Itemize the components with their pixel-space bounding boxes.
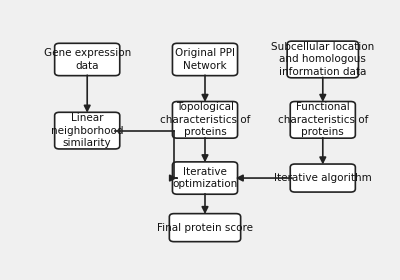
FancyBboxPatch shape bbox=[169, 214, 241, 242]
FancyBboxPatch shape bbox=[290, 102, 355, 138]
Text: Subcellular location
and homologous
information data: Subcellular location and homologous info… bbox=[271, 42, 374, 77]
Text: Iterative algorithm: Iterative algorithm bbox=[274, 173, 372, 183]
Text: Functional
characteristics of
proteins: Functional characteristics of proteins bbox=[278, 102, 368, 137]
FancyBboxPatch shape bbox=[287, 41, 358, 78]
FancyBboxPatch shape bbox=[55, 43, 120, 76]
FancyBboxPatch shape bbox=[172, 102, 238, 138]
Text: Iterative
optimization: Iterative optimization bbox=[172, 167, 238, 189]
FancyBboxPatch shape bbox=[172, 43, 238, 76]
Text: Gene expression
data: Gene expression data bbox=[44, 48, 131, 71]
Text: Linear
neighborhood
similarity: Linear neighborhood similarity bbox=[51, 113, 124, 148]
FancyBboxPatch shape bbox=[290, 164, 355, 192]
Text: Original PPI
Network: Original PPI Network bbox=[175, 48, 235, 71]
Text: Final protein score: Final protein score bbox=[157, 223, 253, 233]
FancyBboxPatch shape bbox=[55, 112, 120, 149]
Text: Topological
characteristics of
proteins: Topological characteristics of proteins bbox=[160, 102, 250, 137]
FancyBboxPatch shape bbox=[172, 162, 238, 194]
